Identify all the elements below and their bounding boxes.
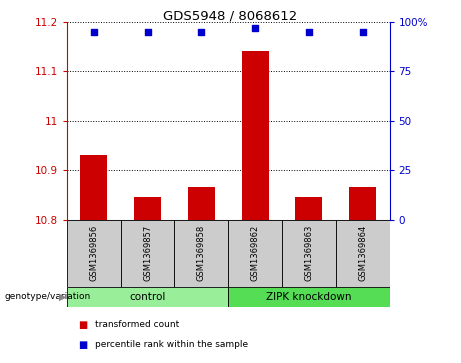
- Bar: [282, 220, 336, 287]
- Point: [198, 29, 205, 34]
- Point: [90, 29, 97, 34]
- Text: control: control: [130, 292, 165, 302]
- Text: ZIPK knockdown: ZIPK knockdown: [266, 292, 352, 302]
- Bar: [67, 287, 228, 307]
- Text: transformed count: transformed count: [95, 321, 179, 329]
- Text: GDS5948 / 8068612: GDS5948 / 8068612: [163, 9, 298, 22]
- Text: GSM1369862: GSM1369862: [251, 225, 260, 281]
- Bar: [121, 220, 174, 287]
- Point: [251, 25, 259, 30]
- Bar: [174, 220, 228, 287]
- Text: ▶: ▶: [59, 292, 67, 302]
- Bar: [228, 220, 282, 287]
- Bar: [242, 52, 268, 220]
- Text: GSM1369858: GSM1369858: [197, 225, 206, 281]
- Bar: [336, 220, 390, 287]
- Bar: [188, 187, 215, 220]
- Bar: [228, 287, 390, 307]
- Bar: [67, 220, 121, 287]
- Point: [305, 29, 313, 34]
- Text: ■: ■: [78, 340, 88, 350]
- Bar: [349, 187, 376, 220]
- Point: [144, 29, 151, 34]
- Bar: [134, 197, 161, 220]
- Point: [359, 29, 366, 34]
- Text: GSM1369857: GSM1369857: [143, 225, 152, 281]
- Text: percentile rank within the sample: percentile rank within the sample: [95, 340, 248, 349]
- Bar: [296, 197, 322, 220]
- Text: GSM1369864: GSM1369864: [358, 225, 367, 281]
- Text: ■: ■: [78, 320, 88, 330]
- Bar: [80, 155, 107, 220]
- Text: GSM1369863: GSM1369863: [304, 225, 313, 281]
- Text: GSM1369856: GSM1369856: [89, 225, 98, 281]
- Text: genotype/variation: genotype/variation: [5, 292, 91, 301]
